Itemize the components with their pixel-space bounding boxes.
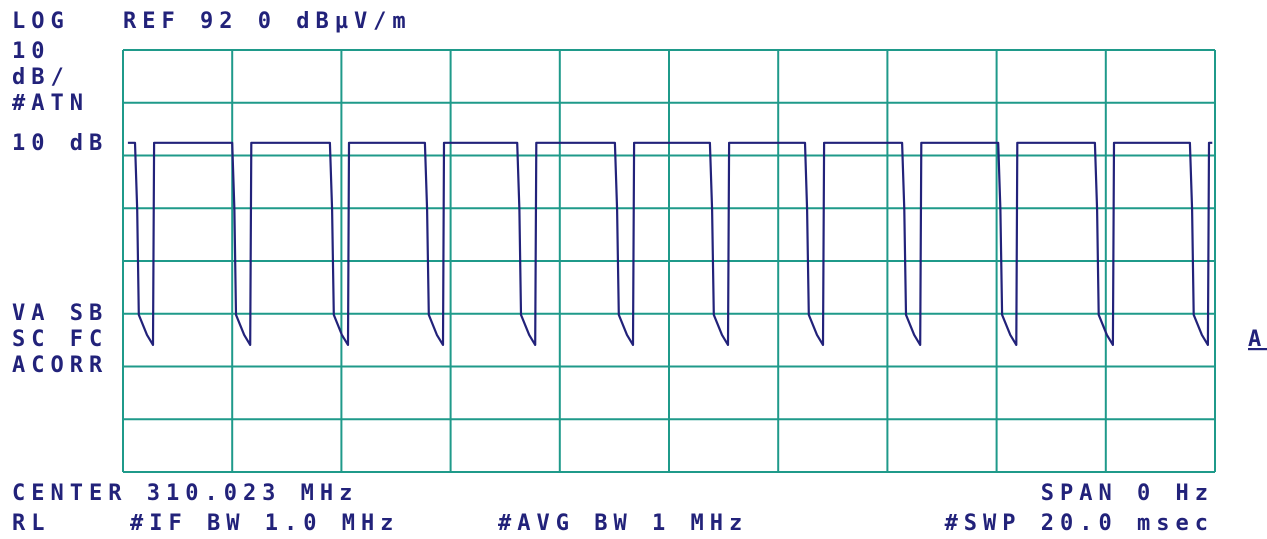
trace: [127, 141, 1213, 346]
status-line: VA SB: [12, 301, 108, 326]
status-line: SC FC: [12, 327, 108, 352]
scale-value: 10: [12, 39, 51, 64]
attenuation-label: #ATN: [12, 91, 89, 116]
attenuation-value: 10 dB: [12, 131, 108, 156]
scale-unit: dB/: [12, 65, 70, 90]
sweep-time: #SWP 20.0 msec: [945, 511, 1214, 536]
avg-bandwidth: #AVG BW 1 MHz: [498, 511, 748, 536]
center-frequency: CENTER 310.023 MHz: [12, 481, 358, 506]
span: SPAN 0 Hz: [1041, 481, 1214, 506]
trace-marker: A: [1248, 327, 1267, 352]
status-line: ACORR: [12, 353, 108, 378]
scale-mode: LOG: [12, 9, 70, 34]
rl-label: RL: [12, 511, 51, 536]
if-bandwidth: #IF BW 1.0 MHz: [130, 511, 399, 536]
reference-level: REF 92 0 dBµV/m: [123, 9, 412, 34]
